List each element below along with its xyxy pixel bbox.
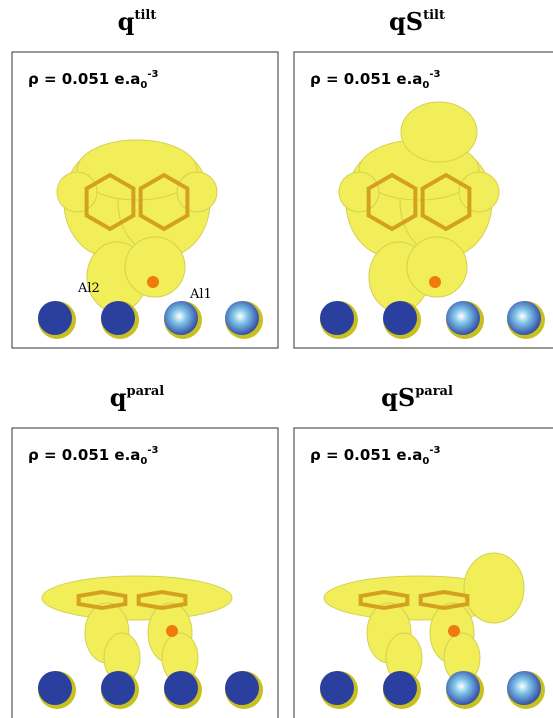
ring-bond — [76, 589, 128, 611]
panel-title: qStilt — [389, 7, 445, 36]
al-atom — [225, 301, 259, 335]
panel-title: qparal — [110, 383, 165, 412]
density-sub: 0 — [422, 80, 429, 91]
oxygen-atom — [166, 625, 178, 637]
al-atom — [320, 301, 354, 335]
atom-label: Al2 — [77, 281, 100, 296]
panel-content: ρ = 0.051 e.a0-3 — [28, 445, 263, 709]
al-atom — [507, 301, 541, 335]
al-atom — [164, 301, 198, 335]
density-text: ρ = 0.051 e.a — [28, 446, 140, 464]
al-atom — [320, 671, 354, 705]
panel-frame — [11, 427, 279, 718]
title-sup: paral — [127, 384, 165, 399]
blob-part — [463, 552, 525, 624]
al-atom — [38, 301, 72, 335]
al-atom — [507, 671, 541, 705]
panel-content: ρ = 0.051 e.a0-3 Al2 Al1 — [28, 69, 263, 339]
panel-frame — [293, 427, 553, 718]
blob-part — [406, 236, 468, 298]
blob-part — [176, 171, 218, 213]
blob-part — [400, 101, 478, 163]
title-base: qS — [381, 383, 415, 412]
density-sup: -3 — [429, 69, 440, 80]
oxygen-atom — [429, 276, 441, 288]
density-label: ρ = 0.051 e.a0-3 — [310, 69, 441, 91]
al-atom — [164, 671, 198, 705]
title-base: q — [118, 7, 135, 36]
density-text: ρ = 0.051 e.a — [28, 70, 140, 88]
density-text: ρ = 0.051 e.a — [310, 70, 422, 88]
density-sup: -3 — [147, 445, 158, 456]
isosurface — [56, 139, 218, 313]
blob-part — [76, 139, 198, 201]
ring-bond — [358, 589, 410, 611]
density-text: ρ = 0.051 e.a — [310, 446, 422, 464]
title-sup: tilt — [134, 8, 156, 23]
ring-bond — [420, 172, 472, 232]
ring-bond — [418, 589, 470, 611]
isosurface — [41, 575, 233, 684]
density-sup: -3 — [429, 445, 440, 456]
al-atom — [101, 671, 135, 705]
panel-content: ρ = 0.051 e.a0-3 — [310, 445, 545, 709]
blob-part — [338, 171, 380, 213]
panel-content: ρ = 0.051 e.a0-3 — [310, 69, 545, 339]
title-sup: paral — [415, 384, 453, 399]
density-sub: 0 — [422, 456, 429, 467]
isosurface — [323, 552, 525, 684]
density-sup: -3 — [147, 69, 158, 80]
density-label: ρ = 0.051 e.a0-3 — [310, 445, 441, 467]
blob-part — [56, 171, 98, 213]
blob-part — [458, 171, 500, 213]
density-sub: 0 — [140, 80, 147, 91]
panel-title: qSparal — [381, 383, 453, 412]
oxygen-atom — [448, 625, 460, 637]
al-atom — [225, 671, 259, 705]
density-label: ρ = 0.051 e.a0-3 — [28, 69, 159, 91]
panel-frame — [293, 51, 553, 349]
atom-label: Al1 — [189, 287, 212, 302]
title-sup: tilt — [423, 8, 445, 23]
al-atom — [383, 671, 417, 705]
ring-bond — [366, 172, 418, 232]
blob-part — [124, 236, 186, 298]
al-atom — [446, 671, 480, 705]
ring-bond — [138, 172, 190, 232]
density-label: ρ = 0.051 e.a0-3 — [28, 445, 159, 467]
al-atom — [38, 671, 72, 705]
al-atom — [101, 301, 135, 335]
ring-bond — [136, 589, 188, 611]
density-sub: 0 — [140, 456, 147, 467]
ring-bond — [84, 172, 136, 232]
title-base: q — [110, 383, 127, 412]
isosurface — [338, 101, 500, 313]
oxygen-atom — [147, 276, 159, 288]
al-atom — [383, 301, 417, 335]
panel-title: qtilt — [118, 7, 157, 36]
al-atom — [446, 301, 480, 335]
title-base: qS — [389, 7, 423, 36]
panel-frame — [11, 51, 279, 349]
